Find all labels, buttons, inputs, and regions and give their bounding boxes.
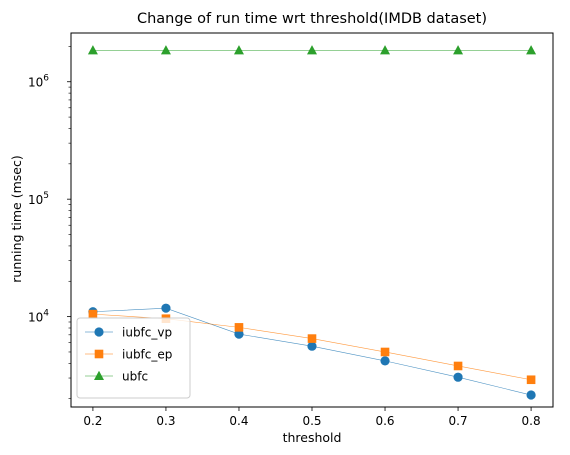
data-point-ubfc bbox=[233, 45, 244, 55]
legend-label-iubfc_vp: iubfc_vp bbox=[122, 326, 172, 340]
data-point-iubfc_vp bbox=[380, 356, 390, 366]
data-point-iubfc_ep bbox=[307, 334, 317, 343]
data-point-iubfc_ep bbox=[234, 323, 244, 332]
data-point-iubfc_ep bbox=[453, 361, 463, 371]
y-axis-label: running time (msec) bbox=[9, 155, 24, 282]
plot-area: 0.2 0.3 0.4 0.5 0.6 0.7 0.8104105106iubfc_vpiu… bbox=[28, 32, 554, 428]
x-tick-label: 0.3 bbox=[156, 414, 175, 428]
legend-label-ubfc: ubfc bbox=[122, 370, 148, 384]
legend-label-iubfc_ep: iubfc_ep bbox=[122, 348, 172, 362]
y-tick-label: 105 bbox=[28, 191, 49, 207]
data-point-ubfc bbox=[526, 45, 537, 55]
x-tick-label: 0.4 bbox=[229, 414, 248, 428]
data-point-iubfc_vp bbox=[161, 303, 171, 313]
legend-marker-iubfc_vp bbox=[94, 327, 104, 337]
data-point-ubfc bbox=[307, 45, 317, 55]
data-point-iubfc_vp bbox=[526, 390, 536, 400]
data-point-iubfc_ep bbox=[88, 309, 98, 319]
legend-marker-ubfc bbox=[94, 370, 104, 380]
legend-box bbox=[76, 317, 191, 399]
data-point-iubfc_ep bbox=[380, 347, 390, 357]
x-tick-label: 0.6 bbox=[375, 414, 394, 428]
chart-title: Change of run time wrt threshold(IMDB da… bbox=[137, 11, 487, 27]
data-point-iubfc_vp bbox=[234, 329, 244, 339]
x-tick-label: 0.8 bbox=[522, 414, 541, 428]
x-axis-label: threshold bbox=[283, 430, 342, 445]
x-tick-label: 0.5 bbox=[302, 414, 321, 428]
data-point-iubfc_ep bbox=[526, 375, 536, 385]
x-tick-label: 0.2 bbox=[83, 414, 102, 428]
y-tick-label: 104 bbox=[28, 309, 49, 325]
data-point-iubfc_vp bbox=[307, 341, 317, 351]
data-point-ubfc bbox=[160, 45, 171, 55]
data-point-ubfc bbox=[380, 45, 391, 55]
data-point-ubfc bbox=[453, 45, 464, 55]
x-tick-label: 0.7 bbox=[449, 414, 468, 428]
data-point-iubfc_vp bbox=[453, 372, 463, 382]
data-point-ubfc bbox=[87, 45, 98, 55]
y-tick-label: 106 bbox=[28, 74, 49, 90]
legend-marker-iubfc_ep bbox=[94, 349, 104, 359]
